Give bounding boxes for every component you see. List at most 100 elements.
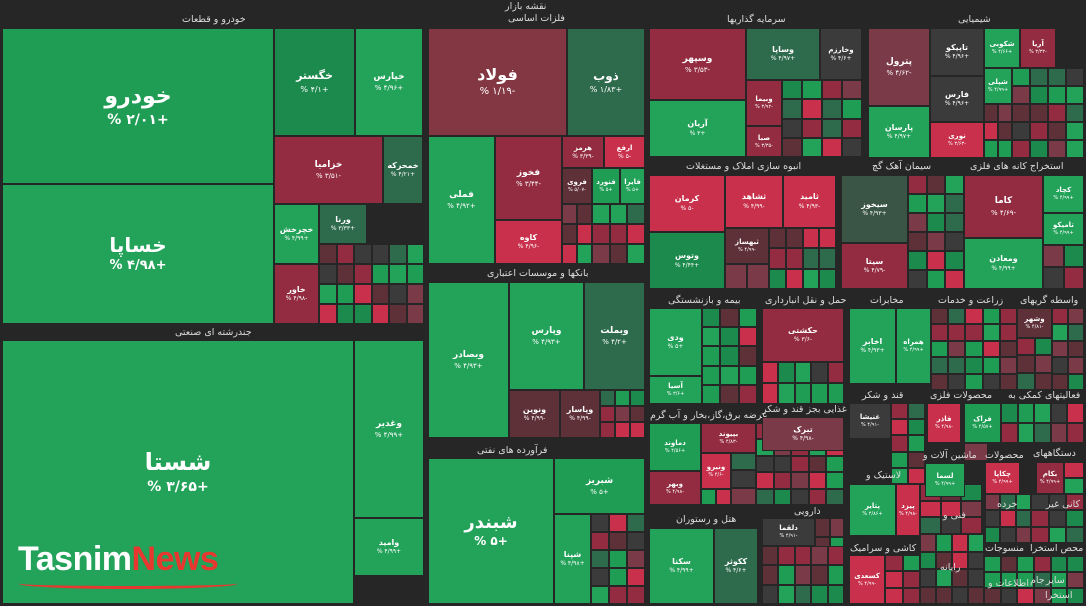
mini-tile[interactable] [827, 565, 844, 585]
mini-tile[interactable] [908, 175, 927, 194]
tile-sikhooz[interactable]: سیخوز % ۴/۹۳+ [841, 175, 908, 243]
tile-vbmelat[interactable]: وبملت % ۴/۲+ [584, 282, 645, 390]
mini-tile[interactable] [778, 584, 795, 604]
mini-tile[interactable] [908, 451, 925, 468]
mini-tile[interactable] [627, 224, 645, 244]
mini-tile[interactable] [702, 384, 721, 404]
tile-noori[interactable]: نوری % ۳/۶۳- [930, 122, 984, 158]
mini-tile[interactable] [778, 565, 795, 585]
mini-tile[interactable] [1066, 122, 1084, 140]
mini-tile[interactable] [609, 204, 628, 224]
mini-tile[interactable] [1000, 556, 1018, 572]
mini-tile[interactable] [982, 357, 1000, 374]
tile-vbima[interactable]: وبیما % ۳/۹۲- [746, 80, 782, 126]
mini-tile[interactable] [762, 565, 779, 585]
tile-foolad[interactable]: فولاد % ۱/۱۹- [428, 28, 567, 136]
mini-tile[interactable] [785, 248, 803, 269]
mini-tile[interactable] [965, 308, 983, 325]
tile-vamaaden[interactable]: ومعادن % ۴/۹۹+ [964, 238, 1043, 289]
mini-tile[interactable] [1034, 556, 1051, 572]
mini-tile[interactable] [1068, 324, 1084, 341]
mini-tile[interactable] [968, 551, 984, 569]
mini-tile[interactable] [1034, 355, 1052, 373]
mini-tile[interactable] [371, 284, 389, 304]
mini-tile[interactable] [630, 390, 645, 406]
mini-tile[interactable] [720, 346, 739, 366]
mini-tile[interactable] [984, 556, 1001, 572]
tile-vtoos[interactable]: وتوس % ۴/۴۴+ [649, 232, 725, 289]
tile-shebriz[interactable]: شبریز % ۵+ [554, 458, 645, 514]
tile-zob[interactable]: ذوب % ۱/۸۳+ [567, 28, 645, 136]
mini-tile[interactable] [1052, 308, 1068, 325]
mini-tile[interactable] [738, 327, 757, 347]
mini-tile[interactable] [1050, 403, 1068, 423]
mini-tile[interactable] [1017, 588, 1034, 604]
mini-tile[interactable] [802, 80, 822, 100]
mini-tile[interactable] [920, 517, 941, 534]
mini-tile[interactable] [920, 534, 936, 552]
mini-tile[interactable] [769, 268, 786, 289]
mini-tile[interactable] [926, 270, 946, 289]
mini-tile[interactable] [945, 232, 964, 251]
tile-vadi[interactable]: ودی % ۵+ [649, 308, 702, 376]
tile-aria[interactable]: آریا % ۳/۳۲- [1020, 28, 1056, 68]
mini-tile[interactable] [964, 443, 988, 461]
mini-tile[interactable] [1017, 572, 1034, 588]
mini-tile[interactable] [811, 565, 828, 585]
mini-tile[interactable] [940, 517, 962, 534]
mini-tile[interactable] [1030, 86, 1048, 104]
mini-tile[interactable] [948, 357, 966, 374]
mini-tile[interactable] [802, 228, 820, 249]
tile-sakna[interactable]: سکنا % ۴/۹۹+ [649, 528, 714, 604]
mini-tile[interactable] [982, 308, 1000, 325]
mini-tile[interactable] [756, 472, 774, 489]
mini-tile[interactable] [998, 122, 1012, 140]
mini-tile[interactable] [577, 224, 592, 244]
mini-tile[interactable] [1034, 338, 1052, 356]
mini-tile[interactable] [827, 584, 844, 604]
mini-tile[interactable] [782, 118, 802, 138]
mini-tile[interactable] [762, 362, 779, 383]
mini-tile[interactable] [1012, 140, 1030, 158]
tile-vaghadir[interactable]: وغدیر % ۴/۹۹+ [354, 340, 424, 518]
tile-khcharkhesh[interactable]: خچرخش % ۴/۹۹+ [274, 204, 319, 264]
mini-tile[interactable] [1052, 324, 1068, 341]
mini-tile[interactable] [985, 510, 1001, 527]
tile-foori[interactable]: فروی % ۵/۰۷- [562, 168, 592, 204]
tile-chakapa[interactable]: چکاپا % ۴/۹۹+ [985, 462, 1020, 494]
mini-tile[interactable] [842, 118, 862, 138]
mini-tile[interactable] [802, 248, 820, 269]
mini-tile[interactable] [931, 340, 949, 358]
tile-lasama[interactable]: لسما % ۴/۹۹+ [925, 463, 965, 497]
mini-tile[interactable] [891, 467, 908, 484]
mini-tile[interactable] [1034, 588, 1051, 604]
mini-tile[interactable] [1068, 373, 1084, 390]
mini-tile[interactable] [1030, 104, 1048, 122]
mini-tile[interactable] [902, 555, 920, 572]
mini-tile[interactable] [811, 383, 828, 404]
mini-tile[interactable] [1017, 403, 1035, 423]
mini-tile[interactable] [826, 472, 844, 489]
tile-petrol[interactable]: پترول % ۴/۶۲- [868, 28, 930, 106]
mini-tile[interactable] [952, 534, 968, 552]
mini-tile[interactable] [822, 118, 842, 138]
mini-tile[interactable] [702, 365, 721, 385]
mini-tile[interactable] [615, 422, 630, 438]
mini-tile[interactable] [354, 304, 372, 324]
mini-tile[interactable] [811, 584, 828, 604]
mini-tile[interactable] [1048, 104, 1066, 122]
mini-tile[interactable] [931, 308, 949, 325]
mini-tile[interactable] [769, 228, 786, 249]
mini-tile[interactable] [389, 264, 407, 284]
mini-tile[interactable] [1048, 122, 1066, 140]
mini-tile[interactable] [778, 383, 795, 404]
mini-tile[interactable] [627, 532, 645, 550]
mini-tile[interactable] [1067, 403, 1084, 423]
mini-tile[interactable] [562, 204, 577, 224]
mini-tile[interactable] [1067, 556, 1084, 572]
mini-tile[interactable] [920, 569, 936, 587]
mini-tile[interactable] [926, 213, 946, 232]
tile-khodro[interactable]: خودرو % ۲/۰۱+ [2, 28, 274, 184]
mini-tile[interactable] [592, 204, 610, 224]
mini-tile[interactable] [778, 362, 795, 383]
